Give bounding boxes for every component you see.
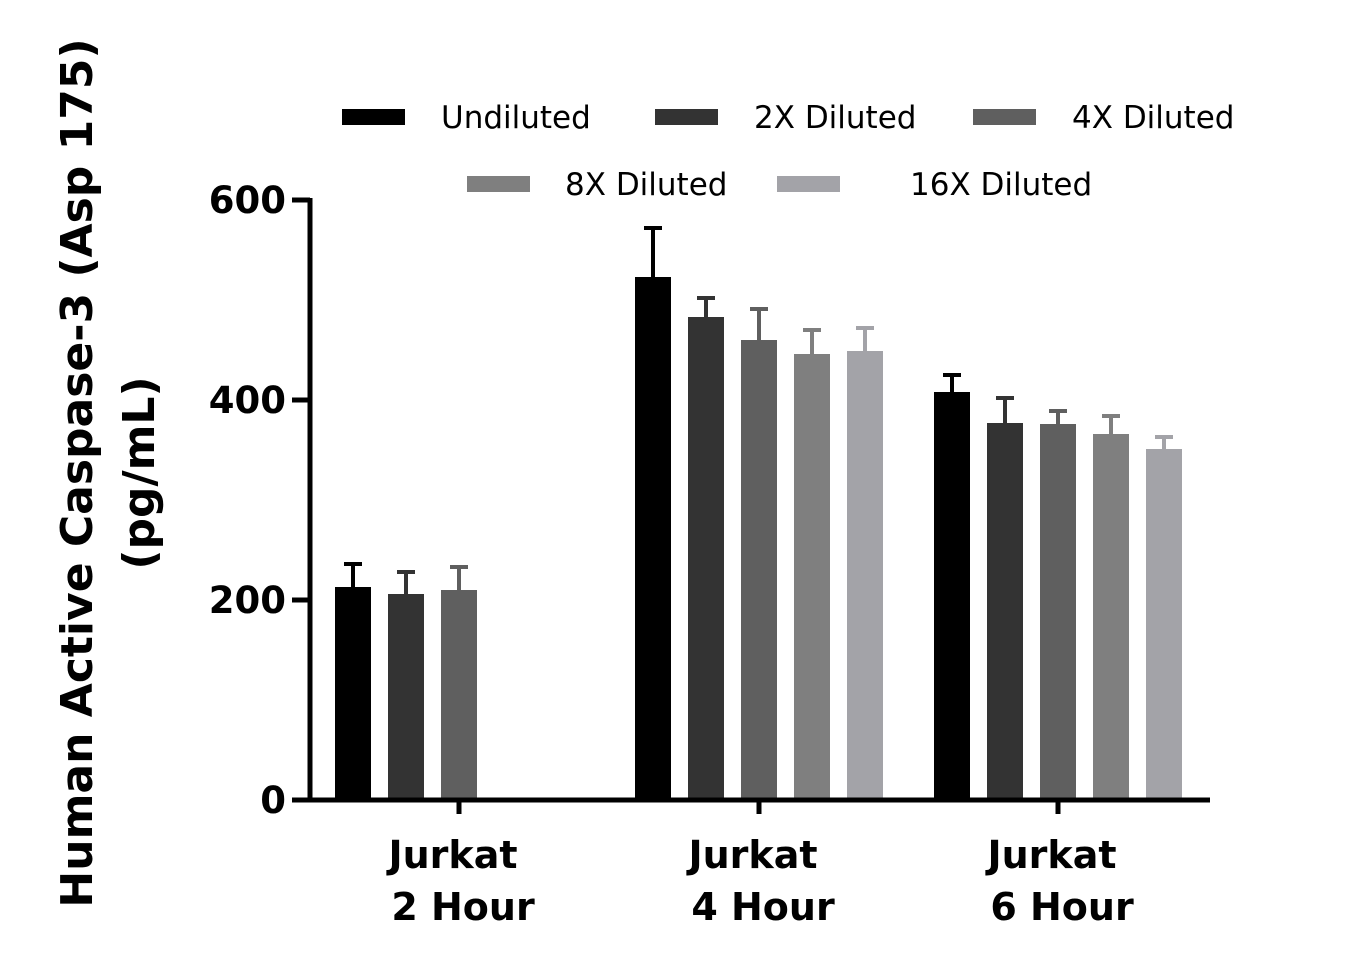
legend-label-0: Undiluted [441, 100, 591, 136]
bar-3-2 [1093, 434, 1129, 800]
x-category-label-1-0: Jurkat [685, 833, 817, 877]
bar-1-0 [388, 594, 424, 800]
bars [335, 277, 1182, 800]
legend-swatch-0 [342, 109, 405, 125]
y-axis-label: Human Active Caspase-3 (Asp 175) (pg/mL) [52, 38, 165, 907]
y-axis-label-line-1: (pg/mL) [114, 376, 165, 569]
y-tick-label-1: 200 [209, 579, 286, 622]
bar-0-0 [335, 587, 371, 800]
bar-0-1 [635, 277, 671, 800]
bar-0-2 [934, 392, 970, 800]
legend-label-2: 4X Diluted [1072, 100, 1234, 136]
legend-swatch-3 [467, 176, 530, 192]
y-tick-label-0: 0 [260, 779, 286, 822]
axes [307, 198, 1210, 814]
error-bars [344, 226, 1173, 594]
x-category-label-0-0: Jurkat [385, 833, 517, 877]
bar-3-1 [794, 354, 830, 800]
x-category-label-2-0: Jurkat [984, 833, 1116, 877]
legend-swatch-4 [777, 176, 840, 192]
bar-2-1 [741, 340, 777, 800]
y-tick-label-3: 600 [209, 179, 286, 222]
bar-4-2 [1146, 449, 1182, 800]
legend-label-1: 2X Diluted [754, 100, 916, 136]
bar-2-0 [441, 590, 477, 800]
x-category-label-1-1: 4 Hour [691, 885, 835, 929]
bar-1-1 [688, 317, 724, 800]
x-category-labels: Jurkat 2 Hour Jurkat 4 Hour Jurkat 6 Hour [385, 833, 1133, 929]
legend: Undiluted 2X Diluted 4X Diluted 8X Diluted 1… [342, 100, 1234, 203]
legend-swatch-2 [973, 109, 1036, 125]
legend-label-3: 8X Diluted [565, 167, 727, 203]
bar-2-2 [1040, 424, 1076, 800]
y-ticks: 0 200 400 600 [209, 179, 310, 822]
legend-label-4: 16X Diluted [910, 167, 1092, 203]
bar-1-2 [987, 423, 1023, 800]
legend-swatch-1 [655, 109, 718, 125]
x-category-label-2-1: 6 Hour [990, 885, 1134, 929]
y-tick-label-2: 400 [209, 379, 286, 422]
bar-4-1 [847, 351, 883, 800]
y-axis-label-line-0: Human Active Caspase-3 (Asp 175) [52, 38, 103, 907]
x-category-label-0-1: 2 Hour [391, 885, 535, 929]
